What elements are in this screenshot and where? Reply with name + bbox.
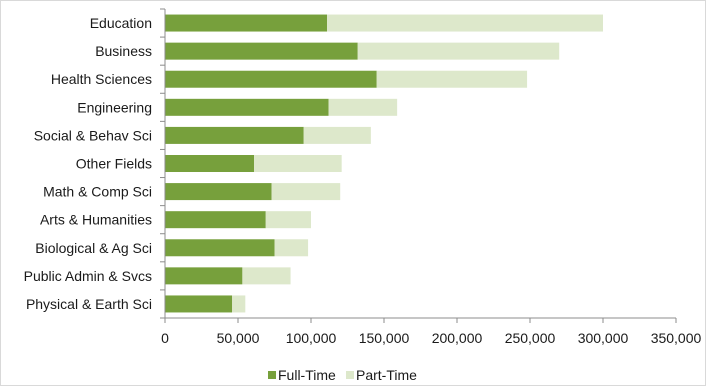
bar-full-time-4	[165, 126, 304, 144]
x-axis-tick-labels: 0 50,000 100,000 150,000 200,000 250,000 300,0…	[161, 330, 701, 346]
category-label: Other Fields	[76, 156, 152, 172]
bar-part-time-9	[242, 267, 291, 285]
x-tick-label: 50,000	[217, 330, 260, 346]
category-label: Social & Behav Sci	[34, 127, 152, 143]
bar-part-time-10	[232, 295, 246, 313]
x-axis-ticks	[160, 8, 677, 323]
bar-full-time-8	[165, 239, 275, 257]
bar-part-time-4	[303, 126, 371, 144]
legend-label-full-time: Full-Time	[278, 367, 336, 383]
x-tick-label: 200,000	[432, 330, 483, 346]
legend-swatch-part-time	[346, 371, 354, 379]
bar-part-time-3	[328, 98, 398, 116]
category-label: Health Sciences	[51, 71, 152, 87]
bar-full-time-10	[165, 295, 233, 313]
legend-label-part-time: Part-Time	[356, 367, 417, 383]
bar-part-time-8	[274, 239, 309, 257]
bars-group	[165, 14, 603, 313]
bar-full-time-0	[165, 14, 328, 32]
legend: Full-Time Part-Time	[268, 367, 417, 383]
x-tick-label: 150,000	[359, 330, 410, 346]
category-label: Business	[95, 43, 152, 59]
bar-part-time-0	[327, 14, 603, 32]
bar-full-time-3	[165, 98, 329, 116]
bar-full-time-6	[165, 183, 272, 201]
bar-full-time-5	[165, 155, 255, 172]
bar-part-time-5	[254, 155, 342, 172]
bar-full-time-9	[165, 267, 243, 285]
category-label: Education	[90, 15, 152, 31]
bar-part-time-1	[357, 42, 560, 60]
bar-full-time-7	[165, 211, 266, 229]
bar-part-time-7	[265, 211, 311, 229]
bar-full-time-1	[165, 42, 358, 60]
category-label: Arts & Humanities	[40, 212, 152, 228]
category-label: Engineering	[77, 99, 152, 115]
category-label: Biological & Ag Sci	[35, 240, 152, 256]
x-tick-label: 100,000	[286, 330, 337, 346]
category-label: Math & Comp Sci	[43, 184, 152, 200]
legend-swatch-full-time	[268, 371, 276, 379]
category-labels: Education Business Health Sciences Engineer…	[24, 15, 152, 312]
x-tick-label: 0	[161, 330, 169, 346]
bar-part-time-6	[271, 183, 341, 201]
bar-part-time-2	[376, 70, 528, 88]
x-tick-label: 300,000	[578, 330, 629, 346]
x-tick-label: 350,000	[651, 330, 702, 346]
category-label: Physical & Earth Sci	[26, 296, 152, 312]
category-label: Public Admin & Svcs	[24, 268, 152, 284]
x-tick-label: 250,000	[505, 330, 556, 346]
bar-full-time-2	[165, 70, 377, 88]
